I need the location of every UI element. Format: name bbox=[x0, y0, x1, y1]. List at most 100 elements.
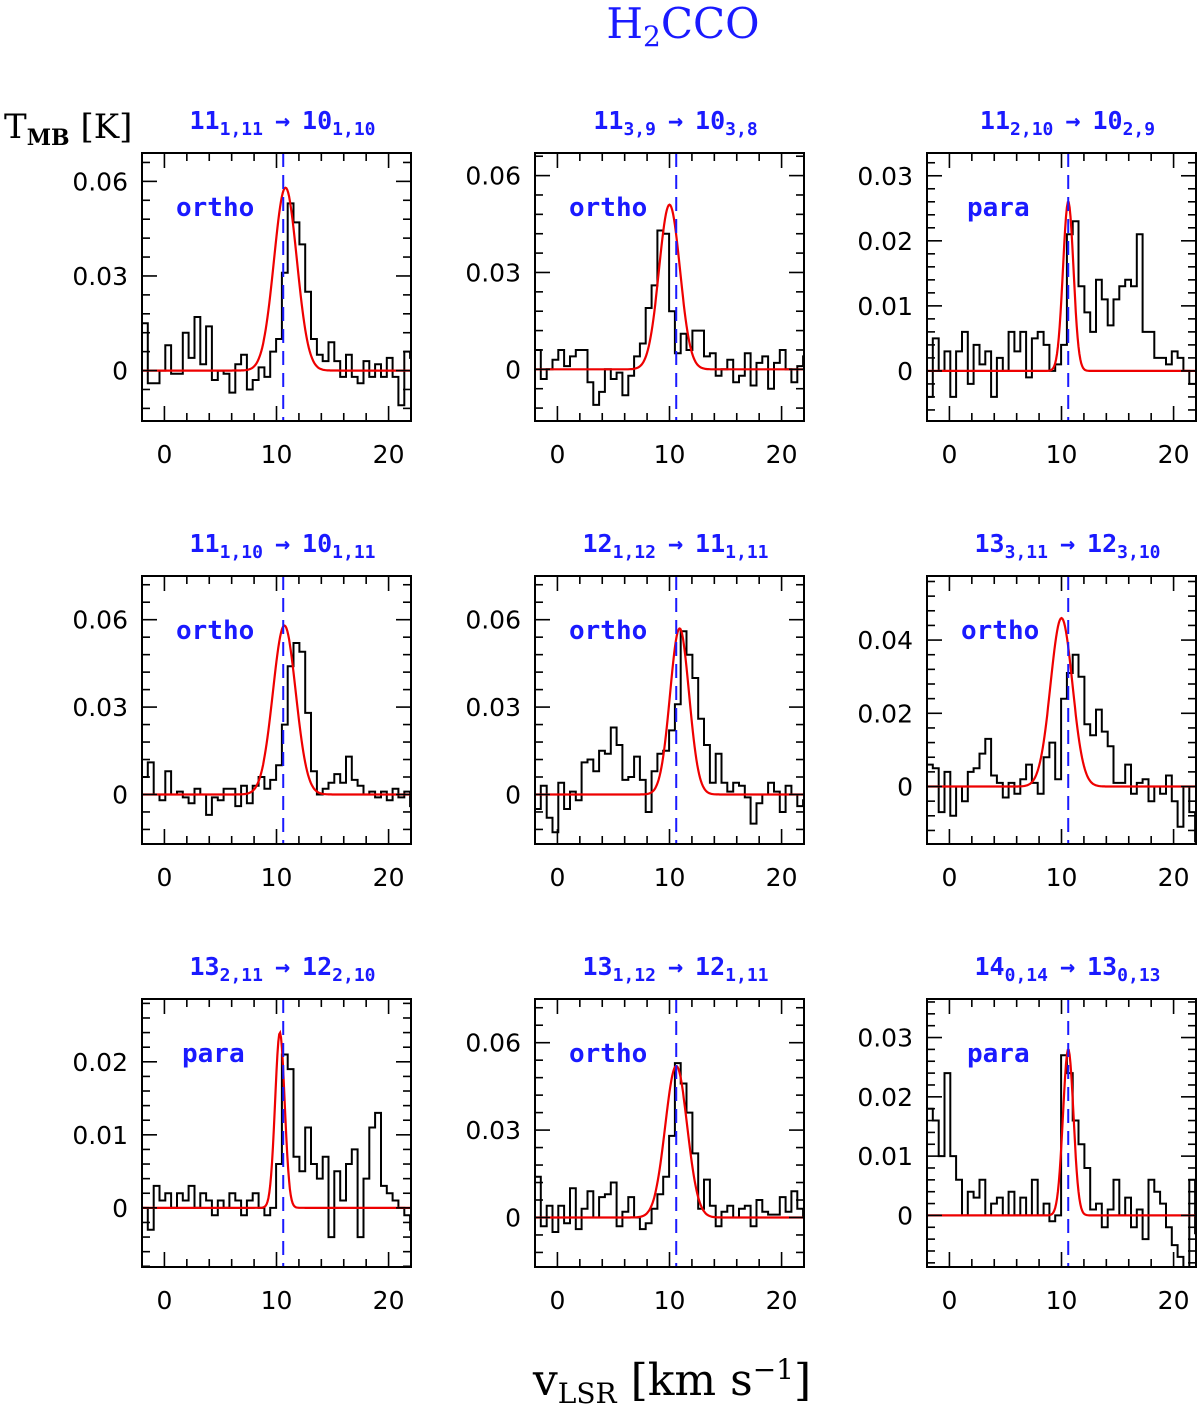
panel-3-transition-label: 112,10 → 102,9 bbox=[980, 106, 1155, 140]
panel-7-gaussian-fit bbox=[142, 1029, 411, 1209]
panel-7-x-tick-label: 0 bbox=[156, 1286, 172, 1315]
panel-2-transition-label: 113,9 → 103,8 bbox=[593, 106, 757, 140]
panel-5-observed-spectrum bbox=[535, 630, 804, 834]
panel-3-y-ticks bbox=[927, 161, 1196, 411]
panel-3-x-tick-label: 10 bbox=[1046, 440, 1078, 469]
panel-5-y-ticks bbox=[535, 583, 804, 831]
panel-1-x-ticks bbox=[141, 153, 412, 421]
panel-7-y-tick-label: 0.01 bbox=[72, 1121, 128, 1150]
panel-7-y-tick-label: 0 bbox=[112, 1194, 128, 1223]
panel-6: 133,11 → 123,10 0 10 20 0 0.02 0.04 ortho bbox=[857, 529, 1197, 892]
panel-3-y-tick-label: 0 bbox=[897, 357, 913, 386]
panel-6-gaussian-fit bbox=[927, 616, 1196, 788]
panel-1-y-tick-label: 0 bbox=[112, 357, 128, 386]
panel-3-plot-area bbox=[927, 153, 1196, 421]
y-axis-label: TMB [K] bbox=[4, 107, 132, 151]
panel-5-transition-label: 121,12 → 111,11 bbox=[583, 529, 769, 563]
figure-title: H2CCO bbox=[606, 0, 759, 53]
panel-4-plot-area bbox=[142, 576, 411, 844]
panel-9-x-ticks bbox=[926, 999, 1197, 1267]
panel-1-y-tick-label: 0.03 bbox=[72, 262, 128, 291]
spectra-panels: 111,11 → 101,10 0 10 20 0 0.03 0.06 ortho 113,9 → 10… bbox=[72, 106, 1197, 1315]
panel-8-y-ticks bbox=[535, 1006, 804, 1254]
panel-2-species-label: ortho bbox=[569, 193, 647, 223]
panel-4-y-tick-label: 0.06 bbox=[72, 606, 128, 635]
panel-7-observed-spectrum bbox=[142, 1053, 411, 1239]
panel-7-transition-label: 132,11 → 122,10 bbox=[190, 952, 376, 986]
panel-4-observed-spectrum bbox=[142, 642, 411, 816]
panel-8-x-tick-label: 20 bbox=[766, 1286, 798, 1315]
panel-5-x-ticks bbox=[534, 576, 805, 844]
panel-6-x-tick-label: 20 bbox=[1158, 863, 1190, 892]
panel-2-gaussian-fit bbox=[535, 203, 804, 371]
panel-3-y-tick-label: 0.03 bbox=[857, 162, 913, 191]
panel-8-species-label: ortho bbox=[569, 1039, 647, 1069]
panel-4-species-label: ortho bbox=[176, 616, 254, 646]
panel-2-y-tick-label: 0 bbox=[505, 355, 521, 384]
panel-6-x-tick-label: 0 bbox=[941, 863, 957, 892]
panel-6-y-tick-label: 0 bbox=[897, 773, 913, 802]
panel-8-x-tick-label: 10 bbox=[654, 1286, 686, 1315]
panel-1-observed-spectrum bbox=[142, 202, 411, 407]
panel-3-gaussian-fit bbox=[927, 201, 1196, 372]
panel-2-y-tick-label: 0.03 bbox=[465, 258, 521, 287]
panel-2-x-ticks bbox=[534, 153, 805, 421]
panel-6-x-tick-label: 10 bbox=[1046, 863, 1078, 892]
panel-1-y-tick-label: 0.06 bbox=[72, 167, 128, 196]
panel-2-x-tick-label: 0 bbox=[549, 440, 565, 469]
panel-4: 111,10 → 101,11 0 10 20 0 0.03 0.06 ortho bbox=[72, 529, 412, 892]
panel-2-y-ticks bbox=[535, 155, 804, 409]
panel-9-x-tick-label: 20 bbox=[1158, 1286, 1190, 1315]
panel-1: 111,11 → 101,10 0 10 20 0 0.03 0.06 ortho bbox=[72, 106, 412, 469]
panel-5-y-tick-label: 0.03 bbox=[465, 693, 521, 722]
panel-8-transition-label: 131,12 → 121,11 bbox=[583, 952, 769, 986]
panel-8-y-tick-label: 0 bbox=[505, 1203, 521, 1232]
panel-8-x-tick-label: 0 bbox=[549, 1286, 565, 1315]
panel-1-species-label: ortho bbox=[176, 193, 254, 223]
panel-9-species-label: para bbox=[967, 1039, 1030, 1069]
panel-4-x-tick-label: 0 bbox=[156, 863, 172, 892]
panel-9-x-tick-label: 10 bbox=[1046, 1286, 1078, 1315]
panel-2-y-tick-label: 0.06 bbox=[465, 162, 521, 191]
panel-4-x-ticks bbox=[141, 576, 412, 844]
panel-7-x-tick-label: 10 bbox=[261, 1286, 293, 1315]
panel-7-x-tick-label: 20 bbox=[373, 1286, 405, 1315]
panel-9: 140,14 → 130,13 0 10 20 0 0.01 0.02 0.03 para bbox=[857, 952, 1197, 1315]
panel-4-x-tick-label: 10 bbox=[261, 863, 293, 892]
panel-7-plot-area bbox=[142, 999, 411, 1267]
panel-1-gaussian-fit bbox=[142, 186, 411, 372]
panel-9-gaussian-fit bbox=[927, 1048, 1196, 1217]
panel-9-transition-label: 140,14 → 130,13 bbox=[975, 952, 1161, 986]
panel-9-y-tick-label: 0 bbox=[897, 1201, 913, 1230]
panel-9-y-tick-label: 0.01 bbox=[857, 1142, 913, 1171]
panel-2-x-tick-label: 10 bbox=[654, 440, 686, 469]
panel-4-y-tick-label: 0.03 bbox=[72, 693, 128, 722]
panel-3-y-tick-label: 0.01 bbox=[857, 292, 913, 321]
panel-8: 131,12 → 121,11 0 10 20 0 0.03 0.06 ortho bbox=[465, 952, 805, 1315]
panel-6-y-tick-label: 0.04 bbox=[857, 626, 913, 655]
panel-6-y-ticks bbox=[927, 580, 1196, 832]
x-axis-label: vLSR [km s−1] bbox=[532, 1353, 811, 1408]
panel-5-y-tick-label: 0.06 bbox=[465, 606, 521, 635]
panel-3-species-label: para bbox=[967, 193, 1030, 223]
panel-4-x-tick-label: 20 bbox=[373, 863, 405, 892]
panel-5-gaussian-fit bbox=[535, 627, 804, 796]
panel-9-y-ticks bbox=[927, 1001, 1196, 1264]
panel-5-y-tick-label: 0 bbox=[505, 780, 521, 809]
panel-7-y-ticks bbox=[142, 1002, 411, 1268]
panel-2-observed-spectrum bbox=[535, 229, 804, 406]
panel-8-plot-area bbox=[535, 999, 804, 1267]
panel-6-x-ticks bbox=[926, 576, 1197, 844]
panel-1-x-tick-label: 20 bbox=[373, 440, 405, 469]
panel-6-y-tick-label: 0.02 bbox=[857, 699, 913, 728]
panel-1-y-ticks bbox=[142, 161, 411, 410]
panel-8-y-tick-label: 0.06 bbox=[465, 1029, 521, 1058]
panel-1-x-tick-label: 10 bbox=[261, 440, 293, 469]
panel-9-plot-area bbox=[927, 999, 1196, 1267]
panel-5-x-tick-label: 20 bbox=[766, 863, 798, 892]
panel-3-x-tick-label: 0 bbox=[941, 440, 957, 469]
panel-5-plot-area bbox=[535, 576, 804, 844]
panel-3-x-tick-label: 20 bbox=[1158, 440, 1190, 469]
panel-1-transition-label: 111,11 → 101,10 bbox=[190, 106, 376, 140]
